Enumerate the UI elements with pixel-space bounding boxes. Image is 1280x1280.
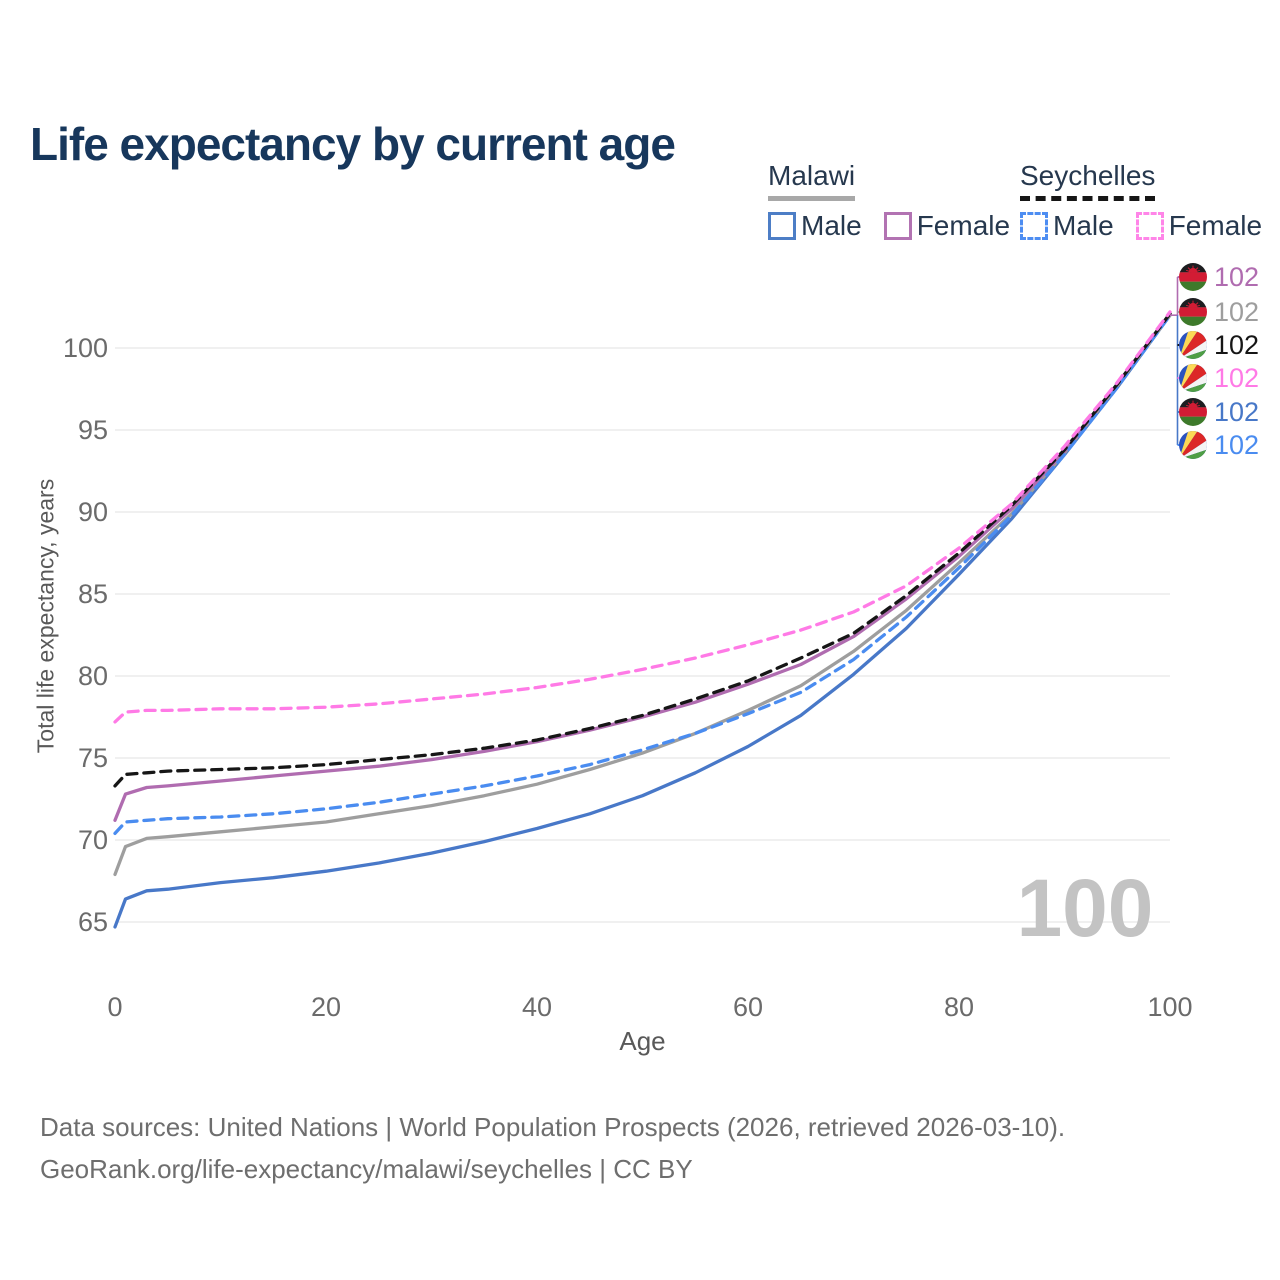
line-swatch-malawi-female <box>883 212 912 240</box>
y-tick-label: 95 <box>78 415 108 445</box>
y-tick-label: 85 <box>78 579 108 609</box>
series-line-malawi-female[interactable] <box>113 311 1172 822</box>
leader-line-upper <box>1170 277 1179 317</box>
series-line-seychelles-male[interactable] <box>113 313 1172 836</box>
x-tick-label: 20 <box>311 992 341 1022</box>
page-title: Life expectancy by current age <box>30 117 676 170</box>
legend-header-seychelles: Seychelles <box>1020 160 1156 201</box>
footer-data-sources: Data sources: United Nations | World Pop… <box>40 1112 1066 1142</box>
x-tick-label: 100 <box>1147 992 1192 1022</box>
legend-item-label: Male <box>801 210 862 241</box>
legend-group-seychelles: Seychelles Male Female <box>1020 160 1262 242</box>
legend-item-seychelles-female[interactable]: Female <box>1135 210 1263 242</box>
line-swatch-malawi-male <box>768 212 796 240</box>
series-line-seychelles-total[interactable] <box>113 311 1172 788</box>
line-swatch-seychelles-female <box>1135 212 1164 240</box>
x-tick-label: 60 <box>733 992 763 1022</box>
line-swatch-seychelles-male <box>1020 212 1048 240</box>
legend-item-seychelles-male[interactable]: Male <box>1020 210 1114 242</box>
x-tick-label: 0 <box>107 992 122 1022</box>
legend-item-label: Male <box>1053 210 1114 241</box>
x-tick-label: 40 <box>522 992 552 1022</box>
y-tick-label: 90 <box>78 497 108 527</box>
age-watermark: 100 <box>1017 863 1154 954</box>
legend-group-malawi: Malawi Male Female <box>768 160 1010 242</box>
series-line-malawi-male[interactable] <box>113 313 1172 929</box>
series-line-malawi-total[interactable] <box>113 313 1172 877</box>
x-axis-title: Age <box>619 1026 666 1056</box>
y-tick-label: 100 <box>63 333 108 363</box>
legend-header-malawi: Malawi <box>768 160 856 201</box>
y-tick-label: 75 <box>78 743 108 773</box>
y-tick-label: 70 <box>78 825 108 855</box>
y-axis-title: Total life expectancy, years <box>32 478 59 754</box>
footer: Data sources: United Nations | World Pop… <box>40 1106 1065 1190</box>
legend-item-label: Female <box>1168 210 1263 241</box>
legend-item-malawi-male[interactable]: Male <box>768 210 862 242</box>
legend-item-malawi-female[interactable]: Female <box>883 210 1011 242</box>
x-tick-label: 80 <box>944 992 974 1022</box>
legend-item-label: Female <box>916 210 1011 241</box>
footer-attribution: GeoRank.org/life-expectancy/malawi/seych… <box>40 1154 693 1184</box>
y-tick-label: 65 <box>78 907 108 937</box>
y-tick-label: 80 <box>78 661 108 691</box>
series-line-seychelles-female[interactable] <box>113 310 1172 724</box>
